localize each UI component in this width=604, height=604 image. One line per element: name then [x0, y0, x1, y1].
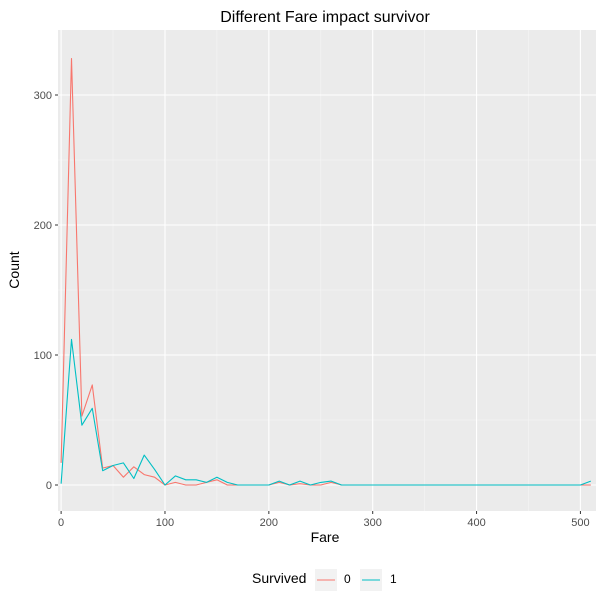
x-tick-label: 0	[58, 517, 64, 529]
plot-panel	[58, 30, 596, 511]
axis-ticks	[55, 94, 581, 514]
legend-title: Survived	[252, 570, 306, 586]
legend-label-1: 1	[390, 572, 397, 586]
y-tick-labels: 0 100 200 300	[34, 90, 52, 492]
y-tick-label: 0	[46, 480, 52, 492]
y-tick-label: 100	[34, 350, 52, 362]
x-axis-title: Fare	[311, 529, 340, 545]
y-axis-title: Count	[6, 251, 22, 288]
series-lines	[60, 58, 592, 486]
grid-minor	[58, 30, 596, 511]
x-tick-label: 100	[156, 517, 174, 529]
x-tick-label: 200	[260, 517, 278, 529]
x-tick-label: 500	[571, 517, 589, 529]
chart-title: Different Fare impact survivor	[220, 9, 430, 26]
x-tick-label: 400	[467, 517, 485, 529]
grid-major	[58, 30, 596, 511]
y-tick-label: 200	[34, 220, 52, 232]
series-line-1	[60, 338, 592, 486]
y-tick-label: 300	[34, 90, 52, 102]
legend: Survived 0 1	[252, 569, 397, 591]
legend-item-1: 1	[360, 569, 397, 591]
x-tick-labels: 0 100 200 300 400 500	[58, 517, 590, 529]
legend-label-0: 0	[344, 572, 351, 586]
legend-item-0: 0	[315, 569, 351, 591]
x-tick-label: 300	[364, 517, 382, 529]
